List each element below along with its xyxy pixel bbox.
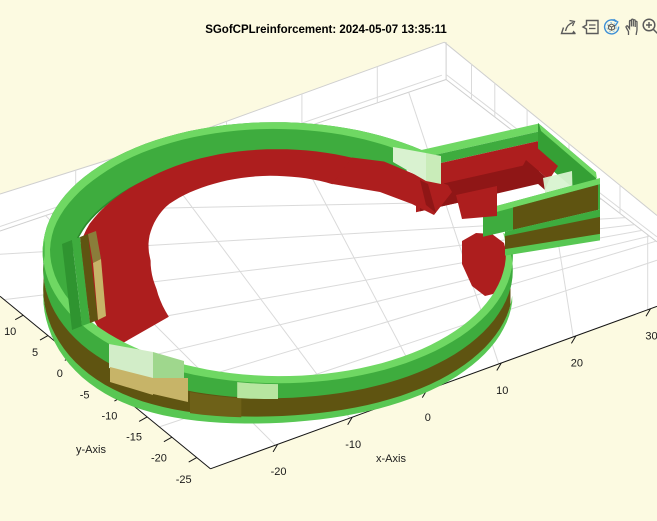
svg-text:y-Axis: y-Axis bbox=[76, 444, 106, 456]
svg-text:0: 0 bbox=[425, 412, 431, 424]
svg-text:10: 10 bbox=[496, 385, 508, 397]
svg-text:-20: -20 bbox=[271, 466, 287, 478]
svg-text:30: 30 bbox=[645, 331, 657, 343]
svg-text:5: 5 bbox=[32, 347, 38, 359]
svg-text:-5: -5 bbox=[80, 389, 90, 401]
svg-text:SGofCPLreinforcement: 2024-05-: SGofCPLreinforcement: 2024-05-07 13:35:1… bbox=[205, 24, 447, 36]
svg-text:10: 10 bbox=[4, 326, 16, 338]
svg-text:-10: -10 bbox=[101, 411, 117, 423]
svg-text:-10: -10 bbox=[345, 439, 361, 451]
svg-text:-15: -15 bbox=[126, 432, 142, 444]
svg-text:-25: -25 bbox=[176, 474, 192, 486]
svg-text:0: 0 bbox=[57, 368, 63, 380]
svg-text:x-Axis: x-Axis bbox=[376, 453, 406, 465]
svg-text:20: 20 bbox=[571, 358, 583, 370]
svg-text:-20: -20 bbox=[151, 453, 167, 465]
